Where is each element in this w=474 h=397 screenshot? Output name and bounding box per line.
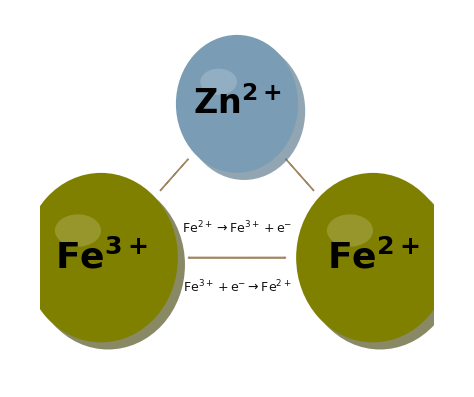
FancyArrowPatch shape bbox=[286, 159, 314, 191]
Ellipse shape bbox=[201, 69, 237, 95]
Ellipse shape bbox=[327, 214, 373, 247]
Text: $\mathrm{Fe^{2+} \rightarrow Fe^{3+} + e^{-}}$: $\mathrm{Fe^{2+} \rightarrow Fe^{3+} + e… bbox=[182, 220, 292, 236]
Ellipse shape bbox=[296, 173, 450, 342]
Text: $\mathbf{Fe^{3+}}$: $\mathbf{Fe^{3+}}$ bbox=[55, 239, 147, 276]
FancyArrowPatch shape bbox=[189, 257, 285, 258]
Ellipse shape bbox=[31, 180, 185, 349]
Text: $\mathbf{Zn^{2+}}$: $\mathbf{Zn^{2+}}$ bbox=[193, 87, 281, 121]
Ellipse shape bbox=[55, 214, 101, 247]
Ellipse shape bbox=[183, 42, 305, 180]
Ellipse shape bbox=[24, 173, 178, 342]
FancyArrowPatch shape bbox=[189, 257, 285, 258]
Ellipse shape bbox=[303, 180, 457, 349]
Text: $\mathbf{Fe^{2+}}$: $\mathbf{Fe^{2+}}$ bbox=[327, 239, 419, 276]
FancyArrowPatch shape bbox=[160, 159, 188, 191]
Text: $\mathrm{Fe^{3+} + e^{-} \rightarrow Fe^{2+}}$: $\mathrm{Fe^{3+} + e^{-} \rightarrow Fe^… bbox=[183, 279, 291, 295]
Ellipse shape bbox=[176, 35, 298, 173]
